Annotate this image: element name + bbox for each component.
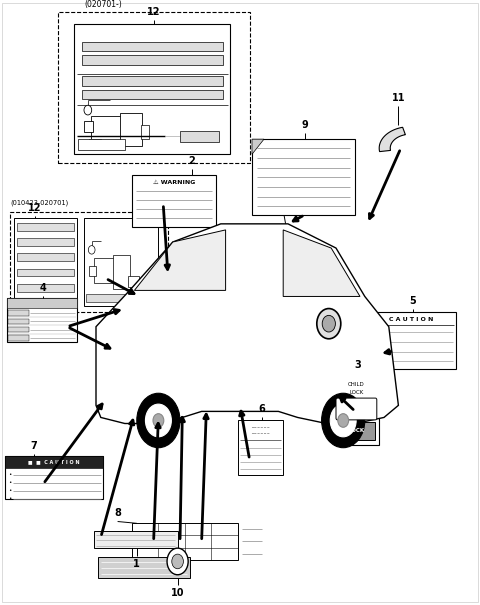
Text: ■  ■  C A U T I O N: ■ ■ C A U T I O N xyxy=(28,459,80,464)
Text: (010423-020701): (010423-020701) xyxy=(11,199,69,206)
Bar xyxy=(5,456,103,468)
Bar xyxy=(84,121,93,132)
Bar xyxy=(132,523,238,560)
Bar xyxy=(82,55,223,65)
Polygon shape xyxy=(134,230,226,290)
Circle shape xyxy=(322,393,365,448)
Text: 3: 3 xyxy=(354,360,361,370)
Bar xyxy=(367,312,456,369)
Bar xyxy=(89,139,101,146)
Bar xyxy=(120,113,142,146)
FancyBboxPatch shape xyxy=(336,398,377,420)
Bar xyxy=(82,42,223,51)
Bar xyxy=(337,422,375,440)
Text: 4: 4 xyxy=(40,283,47,293)
Text: CHILD: CHILD xyxy=(348,382,365,387)
Bar xyxy=(113,255,130,289)
Bar xyxy=(252,139,355,215)
Text: •: • xyxy=(8,480,12,485)
Bar xyxy=(8,310,29,316)
Bar xyxy=(89,266,96,276)
Bar xyxy=(86,294,156,302)
Text: ⚠ WARNING: ⚠ WARNING xyxy=(153,180,195,185)
Bar xyxy=(128,276,139,287)
Bar xyxy=(8,327,29,333)
Text: •: • xyxy=(8,488,12,493)
Bar xyxy=(17,253,74,261)
Bar xyxy=(17,238,74,246)
Text: 6: 6 xyxy=(258,404,265,414)
Bar xyxy=(8,319,29,324)
Bar xyxy=(91,116,122,142)
Text: 9: 9 xyxy=(301,120,308,130)
Bar xyxy=(238,420,283,475)
Text: FREE: FREE xyxy=(348,407,365,411)
Bar xyxy=(84,218,158,306)
Bar xyxy=(7,298,77,342)
Text: 11: 11 xyxy=(392,93,405,103)
Bar xyxy=(98,557,190,578)
Text: 5: 5 xyxy=(409,295,416,306)
Bar xyxy=(58,12,250,163)
Circle shape xyxy=(153,414,164,427)
Circle shape xyxy=(145,404,171,437)
Text: 12: 12 xyxy=(147,7,160,17)
Bar xyxy=(17,223,74,231)
Polygon shape xyxy=(283,230,360,296)
Bar xyxy=(14,218,77,306)
Circle shape xyxy=(137,393,180,448)
Text: (020701-): (020701-) xyxy=(84,0,122,9)
Bar xyxy=(17,269,74,276)
Bar xyxy=(10,212,168,312)
Bar xyxy=(7,298,77,308)
Text: 10: 10 xyxy=(171,588,184,598)
Text: •: • xyxy=(8,473,12,477)
Bar xyxy=(180,131,219,142)
Circle shape xyxy=(167,548,188,575)
Bar xyxy=(78,139,125,150)
Text: 7: 7 xyxy=(30,440,37,451)
Polygon shape xyxy=(379,127,406,152)
Bar xyxy=(141,125,149,139)
Text: •: • xyxy=(8,496,12,501)
Text: ─ ─ ─ ─ ─ ─: ─ ─ ─ ─ ─ ─ xyxy=(251,426,270,430)
Bar xyxy=(132,175,216,227)
Bar xyxy=(82,76,223,86)
Circle shape xyxy=(84,105,92,115)
Circle shape xyxy=(317,309,341,339)
Polygon shape xyxy=(96,224,398,424)
Bar xyxy=(334,375,379,445)
Bar xyxy=(74,24,230,154)
Text: C A U T I O N: C A U T I O N xyxy=(389,317,434,322)
Text: 12: 12 xyxy=(28,203,41,213)
Bar xyxy=(17,284,74,292)
Bar xyxy=(82,90,223,99)
Text: 8: 8 xyxy=(114,508,121,518)
Text: LOCK: LOCK xyxy=(349,390,363,394)
Bar xyxy=(94,531,178,548)
Polygon shape xyxy=(252,139,264,154)
Text: 2: 2 xyxy=(189,156,195,166)
Circle shape xyxy=(322,315,336,332)
Bar xyxy=(8,335,29,341)
Circle shape xyxy=(330,404,356,437)
Text: LOCK: LOCK xyxy=(348,428,364,433)
Circle shape xyxy=(338,414,348,427)
Bar xyxy=(5,456,103,499)
Circle shape xyxy=(88,246,95,254)
Text: ─ ─ ─ ─ ─ ─: ─ ─ ─ ─ ─ ─ xyxy=(251,432,270,436)
Bar xyxy=(94,258,115,283)
Circle shape xyxy=(172,554,183,569)
Text: 1: 1 xyxy=(133,559,140,569)
